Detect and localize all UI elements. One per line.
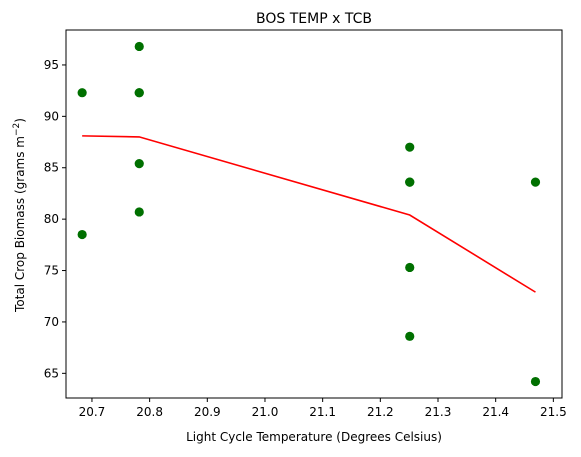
trend-line-layer [82, 135, 536, 293]
scatter-point [530, 376, 541, 387]
scatter-point [405, 142, 415, 152]
y-tick-label: 70 [44, 315, 59, 329]
scatter-point [77, 229, 87, 240]
plot-frame [65, 29, 563, 399]
x-axis-label: Light Cycle Temperature (Degrees Celsius… [186, 430, 442, 444]
y-tick-label: 80 [44, 212, 59, 226]
y-tick-label: 90 [44, 109, 59, 123]
plot-area [65, 29, 563, 399]
y-tick-label: 75 [44, 264, 59, 278]
y-axis-label-main: Total Crop Biomass (grams m [13, 136, 27, 313]
x-tick-label: 21.3 [425, 405, 452, 419]
scatter-point [134, 41, 144, 52]
scatter-point [405, 262, 415, 273]
x-tick-label: 21.5 [540, 405, 567, 419]
scatter-point [134, 207, 144, 217]
scatter-point [530, 177, 541, 187]
y-axis: 65 70 75 80 85 90 95 [44, 58, 66, 380]
y-tick-label: 65 [44, 366, 59, 380]
chart-title: BOS TEMP x TCB [256, 11, 372, 27]
scatter-point [405, 331, 415, 341]
y-axis-label-close: ) [13, 118, 27, 123]
x-tick-label: 21.2 [367, 405, 394, 419]
y-axis-label-superscript: −2 [12, 123, 22, 136]
x-tick-label: 21.4 [482, 405, 509, 419]
x-axis: 20.7 20.8 20.9 21.0 21.1 21.2 21.3 21.4 21.5 [79, 398, 567, 419]
scatter-point [134, 88, 144, 98]
x-tick-label: 20.8 [136, 405, 163, 419]
y-tick-label: 85 [44, 161, 59, 175]
y-tick-label: 95 [44, 58, 59, 72]
trend-line [82, 135, 536, 293]
x-tick-label: 20.9 [194, 405, 221, 419]
x-tick-label: 21.1 [309, 405, 336, 419]
scatter-point [77, 88, 87, 98]
y-axis-label: Total Crop Biomass (grams m−2) [12, 118, 27, 313]
scatter-point [134, 159, 144, 169]
x-tick-label: 21.0 [252, 405, 279, 419]
x-tick-label: 20.7 [79, 405, 106, 419]
scatter-point [405, 177, 415, 187]
scatter-points-layer [77, 41, 541, 387]
